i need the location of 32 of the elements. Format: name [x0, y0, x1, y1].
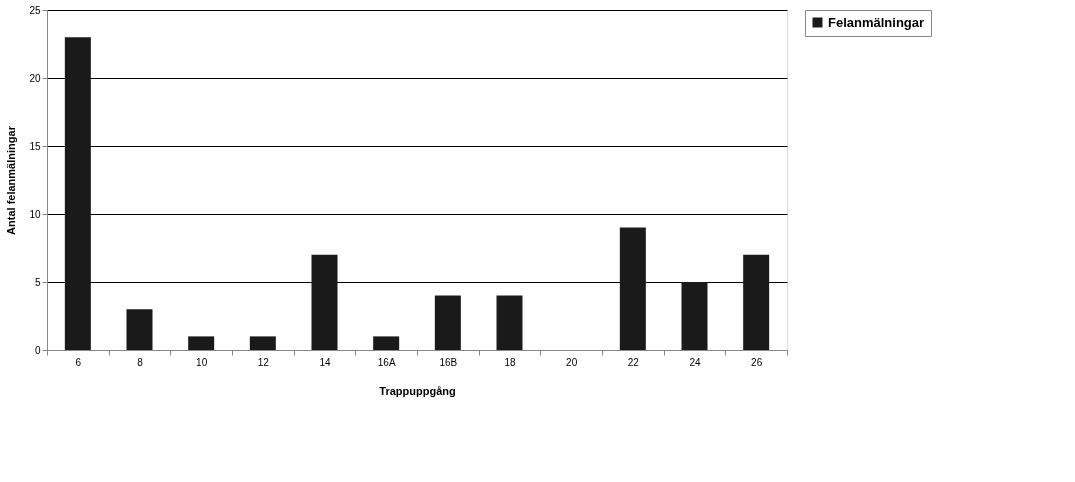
bar: [188, 336, 215, 350]
y-tick-label: 0: [34, 344, 41, 356]
x-tick-label: 18: [504, 356, 516, 368]
bar: [619, 227, 646, 350]
x-tick-label: 16B: [439, 356, 458, 368]
x-tick-label: 24: [689, 356, 701, 368]
x-tick-label: 16A: [377, 356, 396, 368]
bar: [434, 295, 461, 350]
x-tick-label: 14: [319, 356, 331, 368]
y-tick-label: 5: [34, 276, 41, 288]
bar: [496, 295, 523, 350]
bar: [681, 282, 708, 350]
x-tick-label: 8: [137, 356, 144, 368]
bar: [249, 336, 276, 350]
y-tick-label: 15: [29, 140, 41, 152]
x-tick-label: 6: [75, 356, 82, 368]
bar: [743, 254, 770, 350]
y-tick-label: 25: [29, 4, 41, 16]
bar: [311, 254, 338, 350]
x-tick-label: 20: [566, 356, 578, 368]
x-tick-label: 12: [257, 356, 270, 368]
x-tick-label: 22: [627, 356, 640, 368]
y-axis-title: Antal felanmälningar: [5, 125, 18, 235]
bar: [126, 309, 153, 350]
bar: [373, 336, 400, 350]
x-tick-label: 10: [196, 356, 208, 368]
x-tick-label: 26: [751, 356, 763, 368]
legend-label: Felanmälningar: [828, 14, 925, 30]
x-axis-title: Trappuppgång: [379, 384, 456, 397]
y-tick-label: 10: [29, 208, 41, 220]
y-tick-label: 20: [29, 72, 41, 84]
bar: [64, 37, 91, 350]
